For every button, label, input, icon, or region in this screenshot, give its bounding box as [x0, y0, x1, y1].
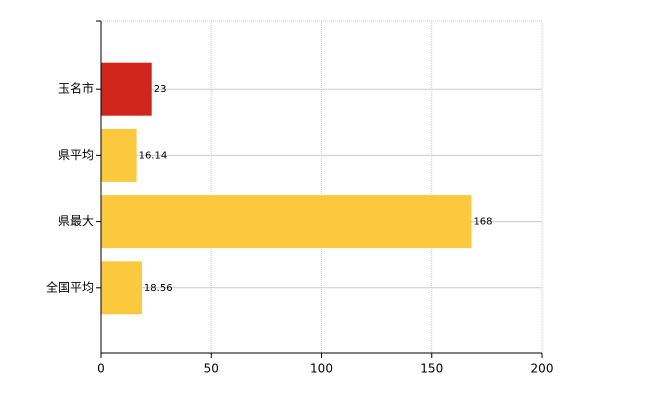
- y-tick-label: 玉名市: [58, 81, 94, 96]
- x-tick-label: 150: [420, 362, 443, 376]
- x-tick-label: 0: [97, 362, 105, 376]
- y-tick-label: 県最大: [58, 214, 94, 228]
- value-label: 168: [473, 217, 492, 228]
- x-tick-label: 200: [531, 362, 554, 376]
- bar: [101, 62, 152, 116]
- x-tick-label: 50: [204, 362, 219, 376]
- value-label: 16.14: [139, 150, 168, 161]
- y-tick-label: 県平均: [58, 148, 94, 162]
- bar: [101, 261, 142, 315]
- bar: [101, 195, 472, 249]
- value-label: 23: [154, 84, 167, 95]
- y-tick-label: 全国平均: [46, 279, 94, 294]
- value-label: 18.56: [144, 283, 173, 294]
- bar: [101, 128, 137, 182]
- x-tick-label: 100: [310, 362, 333, 376]
